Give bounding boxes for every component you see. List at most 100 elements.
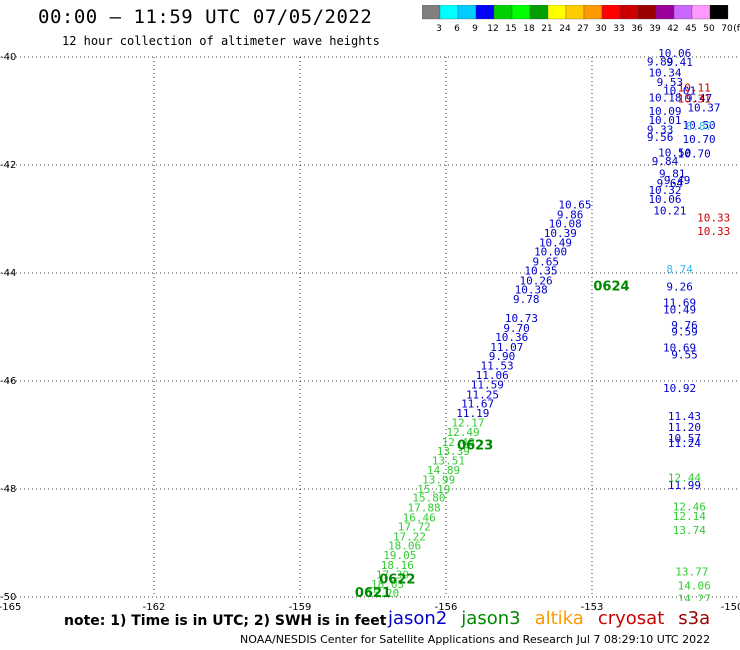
wave-height-point: 10.49 <box>539 237 572 250</box>
wave-height-point: 12.49 <box>446 426 479 439</box>
wave-height-point: 13.51 <box>432 455 465 468</box>
wave-height-point: 9.81 <box>659 167 686 180</box>
time-label: 0621 <box>355 586 391 601</box>
x-tick-label: -162 <box>143 602 166 613</box>
colorbar-label: 39 <box>649 24 661 34</box>
wave-height-point: 10.01 <box>663 84 696 97</box>
wave-height-point: 14.27 <box>678 592 711 605</box>
wave-height-point: 18.06 <box>388 539 421 552</box>
wave-height-point: 18.16 <box>381 559 414 572</box>
x-tick-label: -153 <box>581 602 604 613</box>
wave-height-point: 10.11 <box>678 82 711 95</box>
wave-height-point: 11.53 <box>481 360 514 373</box>
wave-height-point: 10.49 <box>663 304 696 317</box>
wave-height-point: 15.19 <box>417 483 450 496</box>
colorbar-label: 21 <box>541 24 552 34</box>
wave-height-point: 10.39 <box>544 227 577 240</box>
wave-height-point: 16.46 <box>403 511 436 524</box>
wave-height-point: 10.21 <box>653 205 686 218</box>
wave-height-point: 12.14 <box>673 510 706 523</box>
wave-height-point: 10.18 <box>648 91 681 104</box>
wave-height-point: 10.50 <box>683 119 716 132</box>
wave-height-point: 9.41 <box>666 56 693 69</box>
wave-height-point: 9.84 <box>652 155 679 168</box>
wave-height-point: 10.69 <box>663 341 696 354</box>
wave-height-point: 11.99 <box>668 479 701 492</box>
wave-height-point: 9.26 <box>666 280 693 293</box>
time-label: 0622 <box>379 573 415 588</box>
wave-height-point: 11.59 <box>471 379 504 392</box>
wave-height-point: 10.50 <box>658 146 691 159</box>
wave-height-point: 10.37 <box>687 102 720 115</box>
satellite-legend: jason2 jason3 altika cryosat s3a <box>388 608 724 629</box>
wave-height-point: 15.80 <box>412 491 445 504</box>
wave-height-point: 9.33 <box>647 124 674 137</box>
wave-height-point: 17.72 <box>398 521 431 534</box>
satellite-legend-jason2: jason2 <box>388 608 448 629</box>
wave-height-point: 10.65 <box>558 199 591 212</box>
wave-height-point: 9.76 <box>671 319 698 332</box>
colorbar-label: 9 <box>472 24 478 34</box>
wave-height-point: 11.67 <box>461 397 494 410</box>
y-tick-label: -48 <box>0 484 16 495</box>
x-tick-label: -165 <box>0 602 21 613</box>
wave-height-point: 10.73 <box>505 312 538 325</box>
colorbar-label: 24 <box>559 24 571 34</box>
wave-height-point: 10.57 <box>668 432 701 445</box>
y-tick-label: -50 <box>0 592 16 603</box>
satellite-legend-jason3: jason3 <box>461 608 521 629</box>
wave-height-point: 13.74 <box>673 524 706 537</box>
wave-height-point: 10.08 <box>549 218 582 231</box>
wave-height-point: 10.31 <box>678 92 711 105</box>
colorbar-label: 70 <box>721 24 733 34</box>
wave-height-point: 11.06 <box>476 369 509 382</box>
wave-height-point: 9.59 <box>671 326 698 339</box>
wave-height-point: 18.03 <box>371 578 404 591</box>
colorbar-label: 27 <box>577 24 588 34</box>
wave-height-point: 10.70 <box>678 147 711 160</box>
wave-height-point: 11.25 <box>466 388 499 401</box>
colorbar-label: 6 <box>454 24 460 34</box>
page-subtitle: 12 hour collection of altimeter wave hei… <box>62 34 380 48</box>
wave-height-point: 11.43 <box>668 410 701 423</box>
wave-height-point: 9.90 <box>489 350 516 363</box>
wave-height-point: 11.07 <box>490 341 523 354</box>
x-tick-label: -150 <box>721 602 740 613</box>
wave-height-point: 10.34 <box>648 66 681 79</box>
wave-height-point: 11.20 <box>668 421 701 434</box>
wave-height-point: 9.55 <box>671 348 698 361</box>
wave-height-point: 10.36 <box>495 331 528 344</box>
wave-height-point: 10.33 <box>697 225 730 238</box>
wave-height-point: 10.01 <box>648 114 681 127</box>
wave-height-point: 17.88 <box>408 502 441 515</box>
x-tick-label: -156 <box>435 602 458 613</box>
colorbar-label: (ft) <box>733 24 740 34</box>
x-tick-label: -159 <box>289 602 312 613</box>
wave-height-point: 12.17 <box>451 416 484 429</box>
colorbar-swatch <box>709 5 729 20</box>
colorbar-label: 15 <box>505 24 516 34</box>
colorbar-label: 30 <box>595 24 607 34</box>
wave-height-point: 15.20 <box>366 587 399 600</box>
wave-height-point: 17.22 <box>393 530 426 543</box>
wave-height-point: 11.24 <box>668 437 701 450</box>
satellite-legend-altika: altika <box>534 608 584 629</box>
wave-height-point: 10.92 <box>663 382 696 395</box>
satellite-legend-cryosat: cryosat <box>597 608 665 629</box>
wave-height-point: 19.05 <box>383 549 416 562</box>
colorbar-label: 50 <box>703 24 715 34</box>
wave-height-point: 10.26 <box>519 274 552 287</box>
wave-height-point: 10.32 <box>648 184 681 197</box>
footer-credit: NOAA/NESDIS Center for Satellite Applica… <box>240 633 711 646</box>
wave-height-point: 14.89 <box>427 464 460 477</box>
wave-height-point: 9.47 <box>686 92 713 105</box>
page-title: 00:00 – 11:59 UTC 07/05/2022 <box>38 6 373 28</box>
time-label: 0624 <box>593 279 629 294</box>
wave-height-point: 12.48 <box>442 436 475 449</box>
wave-height-point: 10.09 <box>648 105 681 118</box>
wave-height-point: 10.38 <box>515 284 548 297</box>
wave-height-point: 10.06 <box>658 47 691 60</box>
colorbar-label: 45 <box>685 24 696 34</box>
wave-height-point: 11.69 <box>663 296 696 309</box>
wave-height-point: 9.49 <box>664 174 691 187</box>
